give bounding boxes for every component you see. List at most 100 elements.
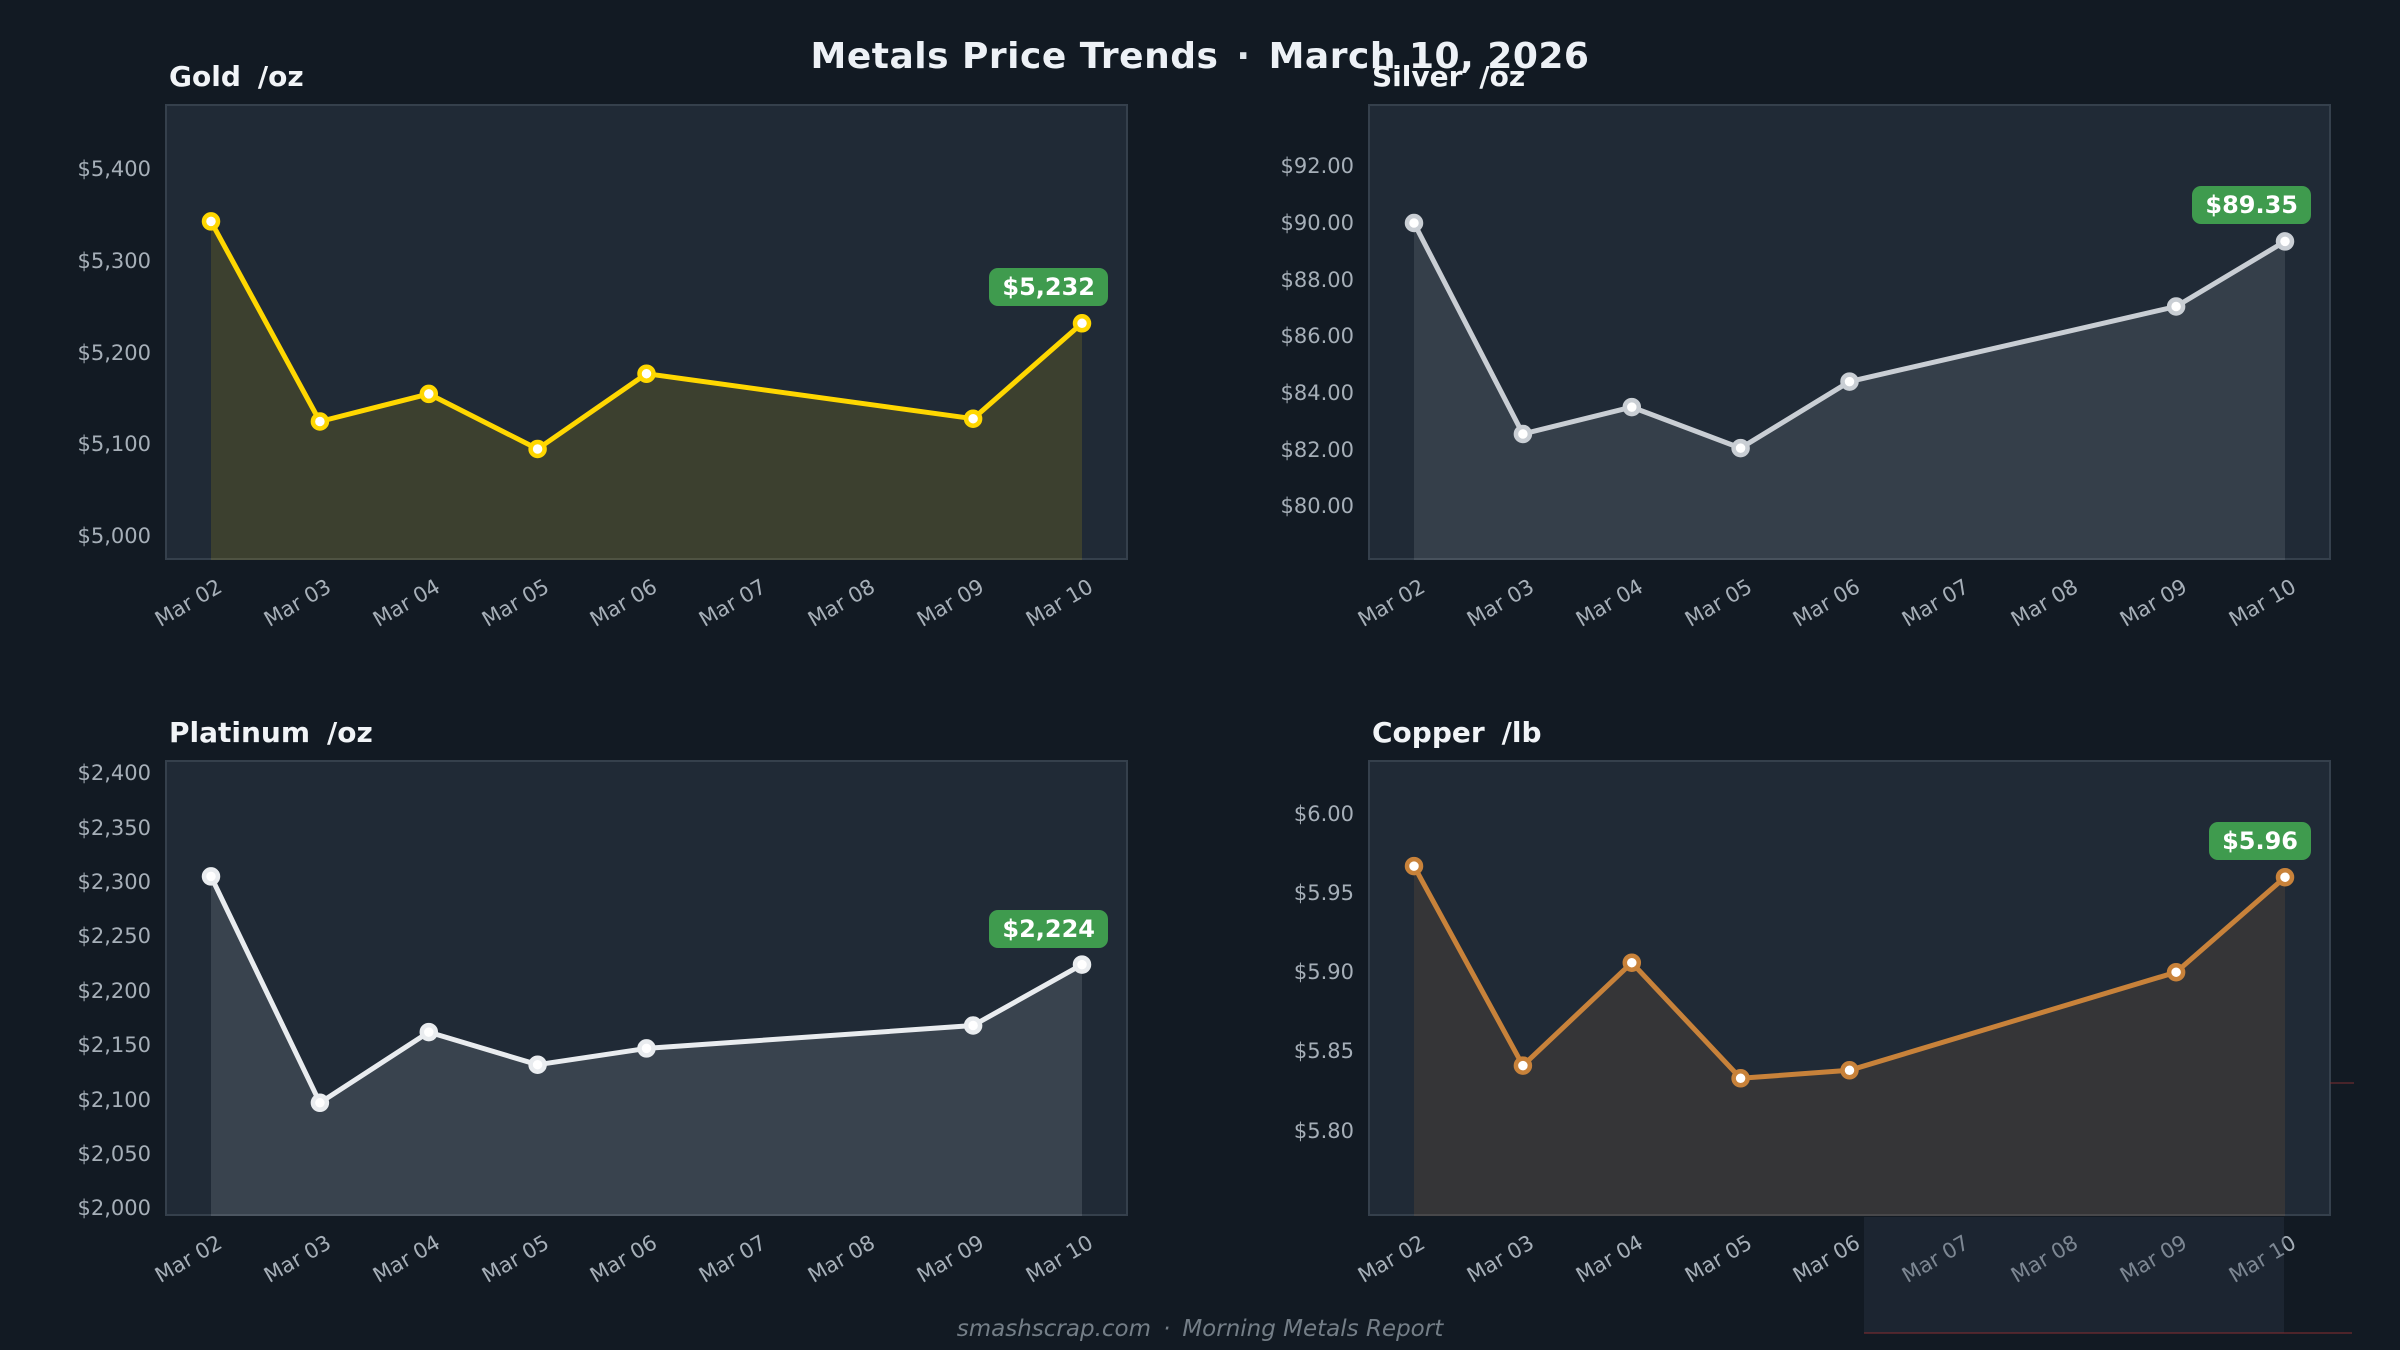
silver-plot [1404,213,2295,560]
copper-last-price-badge: $5.96 [2209,822,2311,861]
gold-data-point-marker [201,212,221,231]
silver-data-point-marker [1404,213,1424,233]
silver-y-tick-label: $82.00 [1280,437,1354,462]
silver-data-point-marker [1513,424,1533,444]
page-footer: smashscrap.com · Morning Metals Report [0,1316,2400,1342]
footer-separator: · [1163,1316,1171,1342]
platinum-y-tick-label: $2,200 [77,978,151,1003]
silver-y-tick-label: $80.00 [1280,494,1354,519]
silver-y-tick-label: $86.00 [1280,324,1354,349]
platinum-x-tick-label: Mar 10 [1021,1230,1098,1288]
platinum-y-tick-label: $2,400 [77,761,151,786]
gold-plot [201,212,1092,560]
copper-data-point-marker [1840,1061,1859,1080]
footer-site: smashscrap.com [956,1316,1152,1342]
silver-x-tick-label: Mar 04 [1571,574,1647,632]
platinum-chart-title: Platinum/oz [169,716,373,749]
gold-x-tick-label: Mar 09 [912,574,989,632]
gold-x-tick-label: Mar 04 [368,574,444,632]
copper-y-tick-label: $5.90 [1293,960,1354,985]
platinum-y-tick-label: $2,150 [77,1033,151,1058]
gold-data-point-marker [419,384,439,404]
copper-chart-panel: $5.80 $5.85 $5.90 $5.95 $6.00 Mar 02 Mar 03 Mar… [1294,760,2331,1288]
copper-data-point-marker [1731,1069,1750,1088]
gold-last-price-badge: $5,232 [989,268,1108,307]
silver-data-point-marker [2166,297,2186,316]
copper-title-label: Copper [1372,716,1485,749]
copper-plot [1404,856,2295,1216]
gold-title-label: Gold [169,60,241,93]
platinum-y-tick-label: $2,000 [77,1196,151,1221]
gold-data-point-marker [310,412,330,431]
platinum-unit-label: /oz [327,716,373,749]
copper-data-point-marker [2275,867,2295,887]
page-title-text: Metals Price Trends [810,36,1219,77]
copper-area-fill [1414,866,2285,1216]
gold-x-tick-label: Mar 07 [695,574,771,632]
platinum-x-tick-label: Mar 06 [586,1230,662,1288]
gold-x-tick-label: Mar 03 [259,574,336,632]
gold-x-tick-label: Mar 10 [1021,574,1098,632]
silver-data-point-marker [1840,372,1859,391]
gold-y-tick-label: $5,000 [77,524,151,549]
silver-x-tick-label: Mar 03 [1462,574,1539,632]
silver-chart-title: Silver/oz [1372,60,1525,93]
platinum-data-point-marker [310,1093,330,1113]
copper-x-tick-label: Mar 03 [1462,1230,1539,1288]
page-title: Metals Price Trends · March 10, 2026 [0,36,2400,77]
gold-x-tick-label: Mar 02 [150,574,227,632]
platinum-data-point-marker [1072,955,1092,974]
gold-x-tick-label: Mar 06 [586,574,662,632]
faint-red-tick [2330,1082,2354,1084]
page-title-date: March 10, 2026 [1268,36,1590,77]
copper-x-tick-label: Mar 05 [1680,1230,1756,1288]
platinum-y-tick-label: $2,250 [77,924,151,949]
platinum-chart-panel: $2,000 $2,050 $2,100 $2,150 $2,200 $2,250 $2,3… [78,760,1128,1288]
silver-unit-label: /oz [1479,60,1526,93]
silver-y-tick-label: $90.00 [1280,211,1354,235]
platinum-y-tick-label: $2,100 [77,1087,151,1112]
copper-data-point-marker [1622,953,1642,972]
gold-y-tick-label: $5,200 [77,340,151,365]
platinum-x-tick-label: Mar 08 [804,1230,880,1288]
platinum-last-price-badge: $2,224 [989,909,1108,948]
platinum-x-tick-label: Mar 05 [477,1230,553,1288]
silver-x-tick-label: Mar 05 [1680,574,1756,632]
platinum-data-point-marker [963,1016,983,1035]
copper-y-tick-label: $6.00 [1293,801,1354,826]
gold-data-point-marker [528,439,547,459]
copper-y-tick-label: $5.95 [1293,881,1354,905]
silver-x-tick-label: Mar 09 [2115,574,2192,632]
copper-data-point-marker [2166,962,2186,982]
platinum-plot [201,867,1092,1216]
gold-x-tick-label: Mar 05 [477,574,553,632]
silver-y-tick-label: $92.00 [1280,154,1354,179]
platinum-data-point-marker [637,1039,656,1058]
gold-area-fill [211,221,1082,560]
gold-y-tick-label: $5,300 [77,248,151,273]
gold-chart-title: Gold/oz [169,60,304,93]
copper-chart-title: Copper/lb [1372,716,1542,749]
silver-chart-panel: $80.00 $82.00 $84.00 $86.00 $88.00 $90.00 $92.… [1281,104,2331,632]
footer-report: Morning Metals Report [1182,1316,1444,1342]
platinum-x-tick-label: Mar 04 [368,1230,444,1288]
copper-y-tick-label: $5.80 [1293,1118,1354,1143]
platinum-area-fill [211,876,1082,1216]
platinum-data-point-marker [419,1022,439,1042]
silver-x-tick-label: Mar 06 [1789,574,1865,632]
silver-data-point-marker [1622,397,1642,417]
gold-y-tick-label: $5,100 [77,432,151,457]
silver-y-tick-label: $84.00 [1280,380,1354,405]
copper-x-tick-label: Mar 04 [1571,1230,1647,1288]
gold-x-tick-label: Mar 08 [804,574,880,632]
platinum-data-point-marker [201,867,221,886]
platinum-data-point-marker [528,1055,547,1074]
platinum-title-label: Platinum [169,716,311,749]
platinum-x-tick-label: Mar 09 [912,1230,989,1288]
silver-y-tick-label: $88.00 [1280,267,1354,292]
silver-area-fill [1414,223,2285,560]
copper-data-point-marker [1404,856,1424,876]
gold-chart: Gold/oz $5,000 $5,100 $5,200 $5,300 $5,400 Ma… [78,60,1128,632]
copper-x-tick-label: Mar 06 [1789,1230,1865,1288]
platinum-x-tick-label: Mar 07 [695,1230,771,1288]
